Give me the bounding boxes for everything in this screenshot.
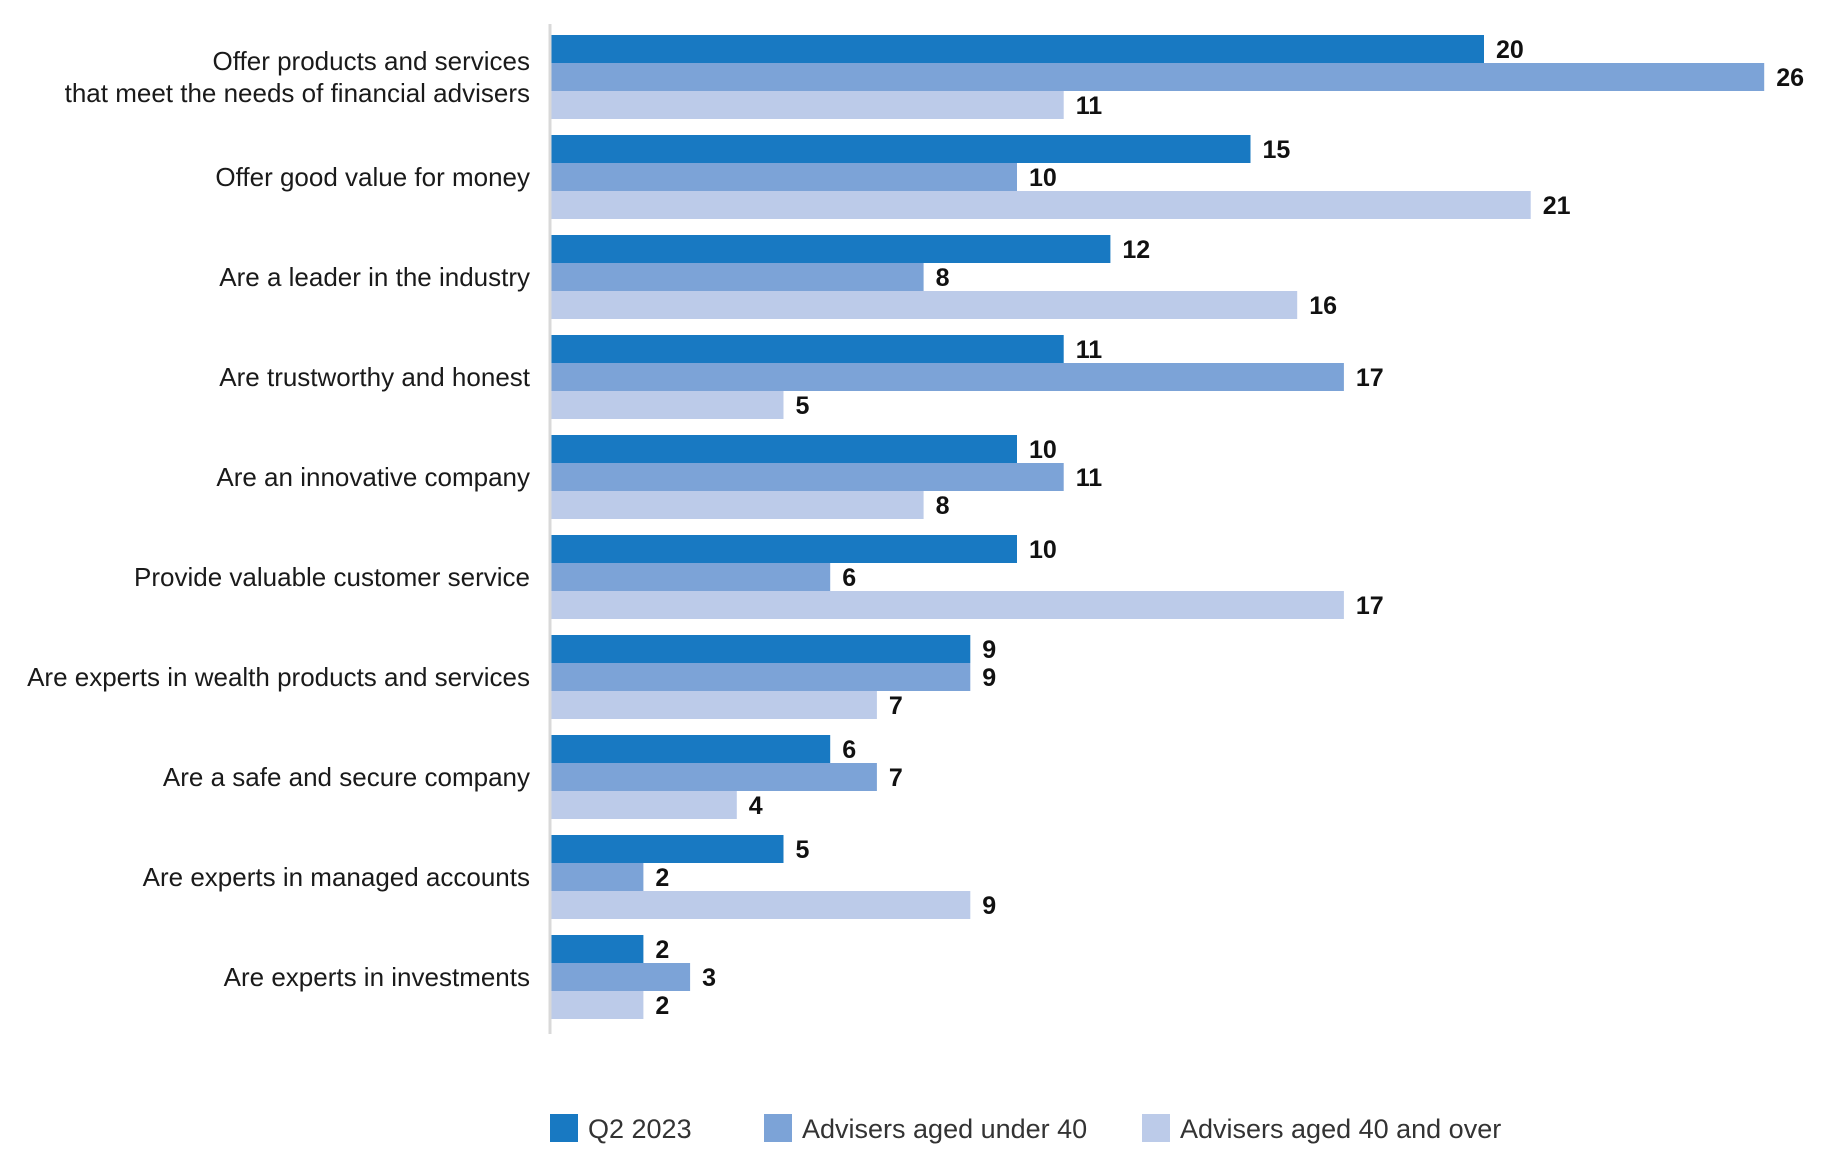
bar-q2-2023 [550,535,1017,563]
value-label: 6 [842,564,856,592]
value-label: 20 [1496,36,1524,64]
bar-advisers-aged-under-40 [550,663,971,691]
value-label: 11 [1076,464,1103,492]
bar-advisers-aged-under-40 [550,963,691,991]
bar-q2-2023 [550,135,1251,163]
category-label: Are trustworthy and honest [219,362,530,392]
value-label: 2 [655,992,669,1020]
bar-advisers-aged-40-and-over [550,91,1064,119]
bar-advisers-aged-40-and-over [550,791,737,819]
bar-advisers-aged-40-and-over [550,491,924,519]
value-label: 9 [982,892,996,920]
legend: Q2 2023 Advisers aged under 40 Advisers ag… [550,1114,1501,1144]
bar-advisers-aged-under-40 [550,163,1017,191]
value-label: 21 [1543,192,1571,220]
value-label: 26 [1776,64,1804,92]
value-label: 16 [1309,292,1337,320]
bar-advisers-aged-40-and-over [550,191,1531,219]
category-label: Are experts in investments [224,962,530,992]
value-label: 10 [1029,164,1057,192]
category-label: Are an innovative company [216,462,530,492]
bar-advisers-aged-40-and-over [550,391,784,419]
value-label: 9 [982,664,996,692]
value-label: 10 [1029,536,1057,564]
category-label: Are a safe and secure company [163,762,530,792]
value-label: 11 [1076,336,1103,364]
legend-label-advisers-aged-40-and-over: Advisers aged 40 and over [1180,1114,1501,1144]
category-label: Are experts in wealth products and servi… [27,662,530,692]
bar-advisers-aged-under-40 [550,563,831,591]
bar-advisers-aged-under-40 [550,463,1064,491]
value-label: 11 [1076,92,1103,120]
category-label: Are a leader in the industry [219,262,530,292]
bar-q2-2023 [550,935,644,963]
value-label: 2 [655,936,669,964]
bar-q2-2023 [550,235,1111,263]
value-label: 7 [889,764,903,792]
bar-advisers-aged-under-40 [550,363,1344,391]
value-label: 12 [1122,236,1150,264]
category-label: that meet the needs of financial adviser… [65,78,530,108]
bar-advisers-aged-under-40 [550,63,1765,91]
bar-advisers-aged-under-40 [550,263,924,291]
value-label: 17 [1356,592,1384,620]
category-label: Are experts in managed accounts [143,862,530,892]
bar-advisers-aged-40-and-over [550,891,971,919]
value-label: 17 [1356,364,1384,392]
bars-layer [550,35,1765,1019]
category-label: Provide valuable customer service [134,562,530,592]
bar-q2-2023 [550,335,1064,363]
bar-advisers-aged-under-40 [550,863,644,891]
value-label: 8 [936,264,950,292]
bar-advisers-aged-under-40 [550,763,877,791]
bar-q2-2023 [550,835,784,863]
bar-q2-2023 [550,35,1484,63]
bar-advisers-aged-40-and-over [550,691,877,719]
legend-label-advisers-aged-under-40: Advisers aged under 40 [802,1114,1087,1144]
value-label: 8 [936,492,950,520]
bar-advisers-aged-40-and-over [550,291,1298,319]
legend-swatch-q2-2023 [550,1114,578,1142]
value-label: 9 [982,636,996,664]
category-label: Offer good value for money [215,162,530,192]
legend-swatch-advisers-aged-under-40 [764,1114,792,1142]
value-label: 7 [889,692,903,720]
bar-advisers-aged-40-and-over [550,991,644,1019]
value-label: 5 [796,392,810,420]
value-label: 2 [655,864,669,892]
value-label: 3 [702,964,716,992]
category-label: Offer products and services [213,46,530,76]
legend-label-q2-2023: Q2 2023 [588,1114,692,1144]
bar-q2-2023 [550,635,971,663]
value-label: 4 [749,792,763,820]
bar-q2-2023 [550,435,1017,463]
bar-advisers-aged-40-and-over [550,591,1344,619]
value-label: 15 [1263,136,1291,164]
bar-q2-2023 [550,735,831,763]
value-label: 6 [842,736,856,764]
value-label: 10 [1029,436,1057,464]
value-label: 5 [796,836,810,864]
value-labels-layer: 2026111510211281611175101181061799767452… [655,36,1804,1020]
legend-swatch-advisers-aged-40-and-over [1142,1114,1170,1142]
